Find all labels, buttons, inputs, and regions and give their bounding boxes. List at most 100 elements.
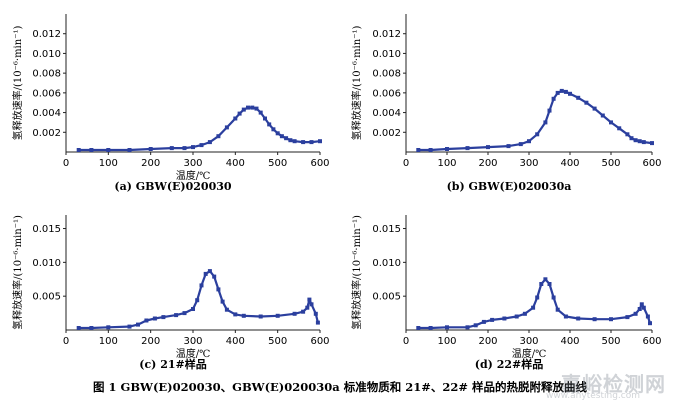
data-point: [641, 140, 646, 145]
data-point: [547, 108, 552, 113]
x-tick-label: 100: [99, 336, 118, 347]
y-tick-label: 0.010: [32, 49, 61, 60]
data-point: [568, 91, 572, 96]
data-point: [639, 302, 644, 307]
x-tick-label: 600: [642, 336, 661, 347]
data-point: [237, 111, 242, 116]
data-point: [246, 105, 250, 110]
data-point: [309, 140, 314, 145]
data-point: [136, 322, 140, 327]
x-tick-label: 500: [268, 158, 287, 169]
data-point: [292, 311, 297, 316]
data-point: [416, 326, 421, 330]
panel-caption: (d) 22#样品: [475, 357, 543, 371]
x-tick-label: 0: [403, 158, 409, 169]
data-point: [633, 138, 638, 143]
data-point: [148, 147, 153, 151]
data-point: [609, 120, 613, 125]
data-point: [486, 145, 490, 150]
x-tick-label: 200: [478, 336, 497, 347]
data-point: [428, 326, 433, 330]
data-point: [625, 315, 630, 320]
data-point: [195, 298, 200, 303]
data-point: [292, 139, 297, 144]
chart-panel-b: 0 100 200 300 400 500 600 0.002 0.004 0.006 0.008 0…: [350, 14, 662, 193]
data-point: [518, 142, 523, 147]
y-tick-label: 0.006: [32, 88, 61, 99]
data-point: [535, 295, 540, 300]
data-point: [191, 307, 195, 311]
data-point: [465, 146, 470, 151]
y-tick-label: 0.015: [32, 224, 61, 235]
data-point: [648, 321, 652, 326]
data-point: [531, 305, 536, 310]
data-point: [539, 282, 544, 286]
data-point: [551, 295, 556, 300]
x-tick-label: 400: [226, 336, 245, 347]
y-tick-label: 0.002: [32, 128, 61, 139]
panel-caption: (b) GBW(E)020030a: [447, 180, 572, 193]
data-point: [305, 305, 310, 310]
chart-panel-d: 0 100 200 300 400 500 600 0.005 0.010 0.015 氢释放速率/…: [350, 215, 662, 371]
x-tick-label: 300: [183, 158, 202, 169]
data-point: [127, 324, 132, 329]
x-tick-label: 600: [310, 158, 329, 169]
data-point: [547, 282, 552, 286]
data-point: [161, 315, 166, 320]
data-point: [576, 316, 581, 321]
x-tick-label: 500: [268, 336, 287, 347]
data-point: [106, 148, 111, 152]
data-point: [313, 311, 318, 316]
y-axis-label: 氢释放速率/(10⁻⁶·min⁻¹): [350, 26, 363, 141]
y-tick-label: 0.006: [372, 88, 401, 99]
x-tick-label: 500: [601, 336, 620, 347]
data-point: [527, 139, 531, 144]
y-tick-label: 0.012: [372, 29, 401, 40]
series-line-d: [418, 278, 652, 330]
data-point: [250, 105, 255, 110]
data-point: [275, 313, 280, 318]
panel-caption: (c) 21#样品: [139, 357, 206, 371]
y-tick-label: 0.008: [372, 69, 401, 80]
data-point: [543, 120, 548, 125]
series-line-b: [418, 89, 653, 152]
data-point: [144, 318, 149, 323]
data-point: [633, 311, 638, 316]
data-point: [174, 313, 179, 318]
data-point: [216, 134, 221, 139]
x-tick-label: 200: [141, 336, 160, 347]
x-tick-label: 400: [560, 336, 579, 347]
series-line-a: [78, 106, 321, 152]
data-point: [584, 100, 589, 105]
data-point: [481, 319, 486, 324]
data-point: [315, 320, 320, 325]
y-tick-label: 0.010: [372, 49, 401, 60]
panel-caption: (a) GBW(E)020030: [114, 180, 231, 193]
data-point: [241, 107, 246, 112]
data-point: [563, 314, 568, 319]
data-point: [506, 144, 511, 149]
data-point: [267, 122, 272, 127]
data-point: [592, 106, 597, 111]
data-point: [502, 316, 507, 321]
x-tick-label: 400: [226, 158, 245, 169]
data-point: [216, 287, 221, 292]
data-point: [609, 317, 613, 322]
data-point: [617, 126, 622, 131]
x-axis-label: 温度/℃: [176, 347, 211, 360]
data-point: [212, 274, 217, 279]
data-point: [271, 127, 276, 132]
y-tick-label: 0.015: [372, 224, 401, 235]
data-point: [191, 145, 195, 150]
data-point: [514, 314, 519, 319]
data-point: [279, 134, 284, 139]
x-tick-label: 300: [183, 336, 202, 347]
data-point: [625, 132, 630, 137]
x-tick-label: 100: [437, 336, 456, 347]
data-point: [301, 140, 306, 145]
chart-panel-a: 0 100 200 300 400 500 600 0.002 0.004 0.006 0.008 0…: [11, 14, 330, 193]
x-tick-label: 100: [437, 158, 456, 169]
x-tick-label: 600: [310, 336, 329, 347]
data-point: [263, 116, 267, 121]
